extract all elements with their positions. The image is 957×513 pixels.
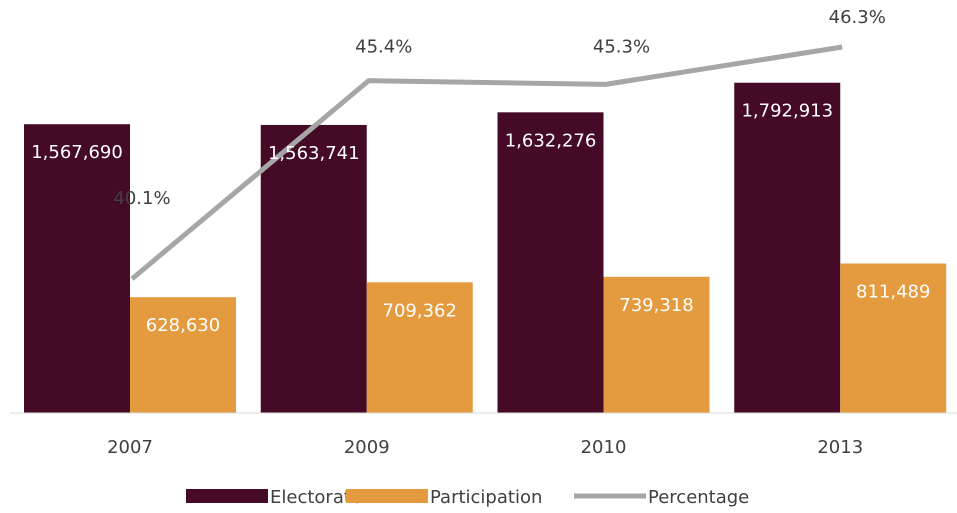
percentage-label-2007: 40.1% <box>113 188 170 209</box>
participation-label-2013: 811,489 <box>856 282 930 303</box>
electorate-bar-2010 <box>497 112 604 414</box>
x-tick-2013: 2013 <box>817 437 863 458</box>
electorate-label-2010: 1,632,276 <box>505 130 597 151</box>
electorate-label-2013: 1,792,913 <box>741 101 833 122</box>
participation-bar-2007 <box>130 297 236 413</box>
labels-layer: 1,567,690 628,630 1,563,741 709,362 1,632,27… <box>31 7 930 336</box>
participation-label-2007: 628,630 <box>146 315 220 336</box>
electorate-label-2007: 1,567,690 <box>31 142 123 163</box>
legend-label-percentage: Percentage <box>648 487 749 508</box>
legend-swatch-participation <box>346 489 428 503</box>
percentage-label-2009: 45.4% <box>355 37 412 58</box>
electorate-bar-2007 <box>24 124 130 413</box>
line-layer <box>130 44 843 281</box>
legend: Electorate Participation Percentage <box>186 487 749 508</box>
percentage-line <box>130 44 843 281</box>
participation-bar-2013 <box>840 263 947 413</box>
legend-label-electorate: Electorate <box>270 487 362 508</box>
percentage-label-2010: 45.3% <box>593 36 650 57</box>
percentage-label-2013: 46.3% <box>829 7 886 28</box>
x-tick-2010: 2010 <box>581 437 627 458</box>
x-tick-2009: 2009 <box>344 437 390 458</box>
electorate-bar-2009 <box>260 124 367 413</box>
participation-bar-2009 <box>366 282 473 413</box>
x-tick-labels: 2007 2009 2010 2013 <box>107 437 863 458</box>
bars-layer <box>24 82 947 414</box>
legend-label-participation: Participation <box>430 487 542 508</box>
participation-label-2009: 709,362 <box>383 300 457 321</box>
x-tick-2007: 2007 <box>107 437 153 458</box>
electorate-label-2009: 1,563,741 <box>268 143 360 164</box>
electorate-bar-2013 <box>734 82 841 413</box>
participation-bar-2010 <box>603 276 710 413</box>
legend-swatch-electorate <box>186 489 268 503</box>
participation-label-2010: 739,318 <box>619 295 693 316</box>
